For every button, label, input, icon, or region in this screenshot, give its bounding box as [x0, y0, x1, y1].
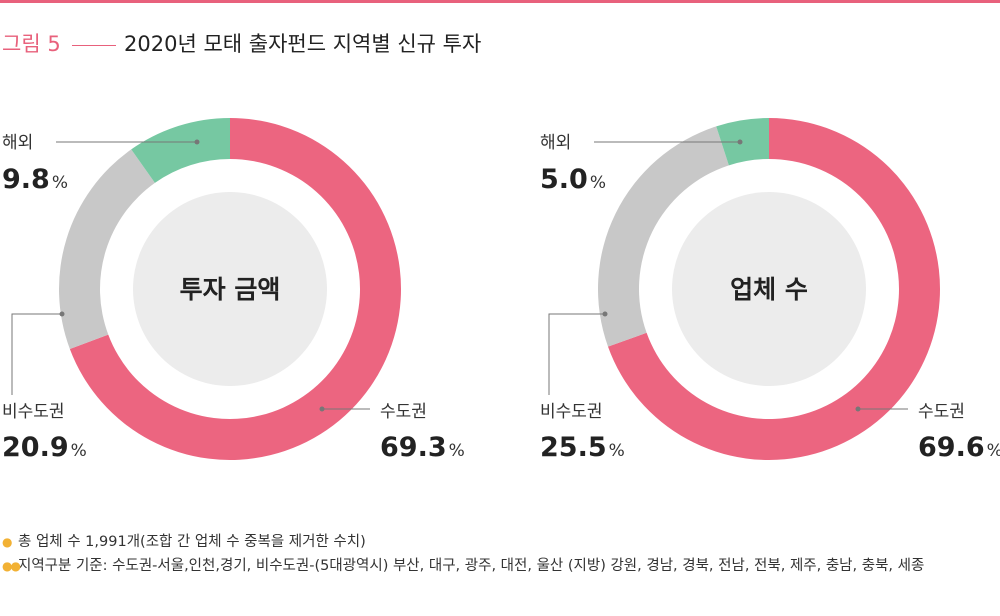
slice-value-capital: 69.3%	[380, 432, 465, 463]
top-rule	[0, 0, 1000, 3]
slice-label-capital: 수도권	[380, 402, 427, 422]
slice-label-overseas: 해외	[2, 133, 33, 153]
donut-chart-investment: 투자 금액 해외 9.8% 비수도권 20.9% 수도권 69.3%	[2, 118, 465, 463]
slice-value-capital: 69.6%	[918, 432, 1000, 463]
donut-slices	[58, 118, 402, 460]
slice-label-non-capital: 비수도권	[2, 402, 65, 422]
slice-value-overseas: 5.0%	[540, 164, 606, 195]
bullet-dot-icon: ●	[2, 535, 13, 549]
slice-non-capital	[598, 126, 729, 347]
leader-dot-non-capital	[602, 311, 608, 317]
donut-center-label: 업체 수	[730, 275, 808, 304]
slice-label-overseas: 해외	[540, 133, 571, 153]
slice-label-capital: 수도권	[918, 402, 965, 422]
leader-dot-non-capital	[59, 311, 65, 317]
donut-center	[672, 192, 866, 386]
slice-non-capital	[58, 149, 155, 349]
leader-dot-overseas	[194, 139, 200, 145]
slice-value-non-capital: 20.9%	[2, 432, 87, 463]
figure-title: 2020년 모태 출자펀드 지역별 신규 투자	[124, 32, 482, 56]
donut-chart-companies: 업체 수 해외 5.0% 비수도권 25.5% 수도권 69.6%	[540, 118, 1000, 463]
slice-label-non-capital: 비수도권	[540, 402, 603, 422]
leader-dot-overseas	[737, 139, 743, 145]
slice-value-overseas: 9.8%	[2, 164, 68, 195]
footnote: ● 총 업체 수 1,991개(조합 간 업체 수 중복을 제거한 수치)	[2, 530, 998, 554]
leader-dot-capital	[319, 406, 325, 412]
donut-center-label: 투자 금액	[180, 275, 281, 304]
footnote-text: 지역구분 기준: 수도권-서울,인천,경기, 비수도권-(5대광역시) 부산, …	[18, 558, 925, 574]
leader-line-non-capital	[11, 313, 62, 395]
leader-line-non-capital	[548, 313, 605, 395]
donut-center	[133, 192, 327, 386]
footnote: ●● 지역구분 기준: 수도권-서울,인천,경기, 비수도권-(5대광역시) 부…	[2, 554, 998, 578]
donut-charts: 투자 금액 해외 9.8% 비수도권 20.9% 수도권 69.3% 업체 수 …	[2, 118, 1000, 463]
slice-overseas	[716, 118, 769, 166]
footnotes: ● 총 업체 수 1,991개(조합 간 업체 수 중복을 제거한 수치) ●●…	[2, 530, 998, 578]
slice-value-non-capital: 25.5%	[540, 432, 625, 463]
footnote-text: 총 업체 수 1,991개(조합 간 업체 수 중복을 제거한 수치)	[18, 534, 366, 550]
figure-title-divider	[72, 45, 116, 46]
figure-label: 그림 5	[2, 32, 61, 56]
slice-overseas	[131, 118, 230, 183]
leader-dot-capital	[855, 406, 861, 412]
double-bullet-dot-icon: ●●	[2, 559, 21, 573]
donut-slices	[598, 118, 941, 460]
